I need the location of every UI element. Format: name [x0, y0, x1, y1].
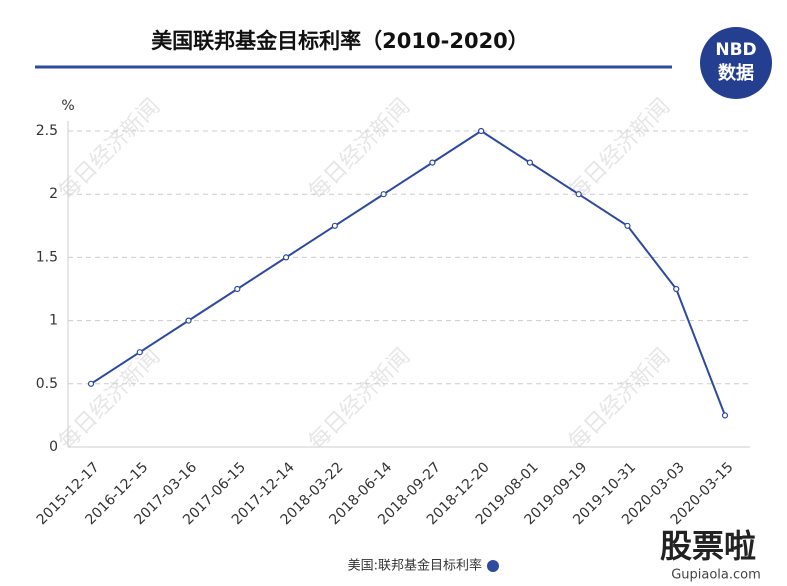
y-unit: % — [61, 98, 74, 114]
y-tick-label: 0 — [49, 439, 58, 455]
y-tick-label: 1.5 — [36, 249, 58, 265]
site-name: 股票啦 — [660, 527, 756, 565]
y-tick-label: 0.5 — [36, 376, 58, 392]
series-line — [90, 129, 726, 416]
point — [282, 254, 290, 261]
chart-title: 美国联邦基金目标利率（2010-2020） — [151, 29, 529, 53]
logo-bottom: 数据 — [718, 62, 754, 84]
point — [575, 191, 582, 198]
y-tick-label: 1 — [49, 313, 58, 329]
point — [526, 159, 534, 166]
site-url: Gupiaola.com — [671, 568, 761, 583]
point — [478, 127, 485, 135]
point — [429, 159, 436, 166]
legend-swatch — [487, 560, 499, 572]
point — [721, 412, 729, 419]
point — [136, 349, 143, 356]
point — [380, 191, 387, 198]
point — [673, 285, 680, 293]
point — [624, 222, 631, 229]
legend-label: 美国:联邦基金目标利率 — [348, 558, 482, 574]
y-tick-label: 2.5 — [36, 123, 58, 139]
point — [87, 380, 95, 387]
point — [331, 222, 338, 229]
y-tick-label: 2 — [49, 186, 58, 202]
logo-top: NBD — [715, 40, 756, 60]
logo-badge — [700, 27, 772, 99]
point — [185, 317, 192, 324]
point — [234, 285, 241, 293]
